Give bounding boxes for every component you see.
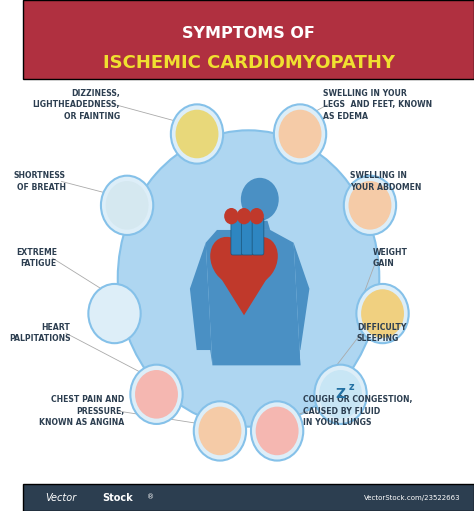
Text: EXTREME
FATIGUE: EXTREME FATIGUE xyxy=(16,248,57,268)
Circle shape xyxy=(344,176,396,235)
Text: SWELLING IN
YOUR ABDOMEN: SWELLING IN YOUR ABDOMEN xyxy=(350,171,421,192)
Text: SWELLING IN YOUR
LEGS  AND FEET, KNOWN
AS EDEMA: SWELLING IN YOUR LEGS AND FEET, KNOWN AS… xyxy=(323,89,432,121)
FancyBboxPatch shape xyxy=(231,218,243,255)
Polygon shape xyxy=(206,230,301,365)
Circle shape xyxy=(279,110,321,158)
Circle shape xyxy=(237,208,251,224)
Circle shape xyxy=(101,176,153,235)
Text: WEIGHT
GAIN: WEIGHT GAIN xyxy=(373,248,408,268)
Circle shape xyxy=(88,284,141,343)
Circle shape xyxy=(348,181,392,229)
Text: SYMPTOMS OF: SYMPTOMS OF xyxy=(182,26,315,41)
Text: Vector: Vector xyxy=(46,493,77,503)
Circle shape xyxy=(241,178,279,221)
Circle shape xyxy=(255,407,299,455)
Ellipse shape xyxy=(210,237,251,284)
Circle shape xyxy=(106,181,148,229)
Circle shape xyxy=(194,401,246,460)
FancyBboxPatch shape xyxy=(23,0,474,79)
Text: DIFFICULTY
SLEEPING: DIFFICULTY SLEEPING xyxy=(357,323,406,343)
Text: Z: Z xyxy=(336,387,346,401)
Ellipse shape xyxy=(237,237,278,284)
Circle shape xyxy=(356,284,409,343)
Circle shape xyxy=(319,370,362,419)
Circle shape xyxy=(251,401,303,460)
Circle shape xyxy=(171,104,223,164)
Text: ®: ® xyxy=(147,495,154,501)
Text: ISCHEMIC CARDIOMYOPATHY: ISCHEMIC CARDIOMYOPATHY xyxy=(102,54,394,73)
Text: SHORTNESS
OF BREATH: SHORTNESS OF BREATH xyxy=(14,171,66,192)
Text: HEART
PALPITATIONS: HEART PALPITATIONS xyxy=(9,323,71,343)
Circle shape xyxy=(118,130,379,427)
Circle shape xyxy=(314,365,367,424)
Circle shape xyxy=(224,208,238,224)
Circle shape xyxy=(274,104,326,164)
FancyBboxPatch shape xyxy=(241,218,253,255)
Text: COUGH OR CONGESTION,
CAUSED BY FLUID
IN YOUR LUNGS: COUGH OR CONGESTION, CAUSED BY FLUID IN … xyxy=(302,396,412,427)
FancyBboxPatch shape xyxy=(252,218,264,255)
Polygon shape xyxy=(287,243,310,365)
Circle shape xyxy=(361,289,404,338)
Circle shape xyxy=(175,110,219,158)
Polygon shape xyxy=(190,243,212,365)
Circle shape xyxy=(249,208,264,224)
Text: VectorStock.com/23522663: VectorStock.com/23522663 xyxy=(364,495,460,501)
Circle shape xyxy=(199,407,241,455)
Text: DIZZINESS,
LIGHTHEADEDNESS,
OR FAINTING: DIZZINESS, LIGHTHEADEDNESS, OR FAINTING xyxy=(33,89,120,121)
Text: Stock: Stock xyxy=(102,493,133,503)
Polygon shape xyxy=(249,221,270,230)
FancyBboxPatch shape xyxy=(23,484,474,511)
Text: CHEST PAIN AND
PRESSURE,
KNOWN AS ANGINA: CHEST PAIN AND PRESSURE, KNOWN AS ANGINA xyxy=(39,396,125,427)
Text: z: z xyxy=(349,382,355,391)
Circle shape xyxy=(130,365,182,424)
Circle shape xyxy=(93,289,136,338)
Circle shape xyxy=(135,370,178,419)
Polygon shape xyxy=(215,268,273,315)
